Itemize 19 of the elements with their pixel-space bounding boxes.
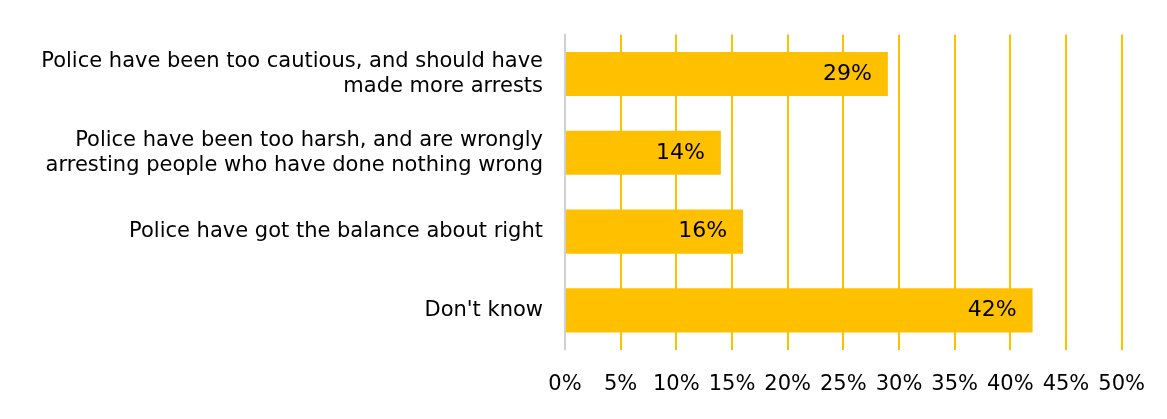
x-tick-label: 45% [1042, 370, 1090, 395]
data-label: 29% [822, 59, 872, 85]
x-tick-label: 10% [652, 370, 700, 395]
x-tick-label: 25% [819, 370, 867, 395]
y-tick-label: Police have been too harsh, and are wrongly arresting people who have done nothing wrong [45, 126, 543, 176]
y-tick-label: Police have been too cautious, and should have made more arrests [41, 47, 543, 98]
y-tick-label: Police have got the balance about right [129, 218, 543, 243]
data-label: 16% [678, 217, 728, 243]
x-tick-label: 50% [1098, 370, 1146, 395]
x-tick-label: 20% [764, 370, 812, 395]
x-tick-label: 15% [708, 370, 756, 395]
x-tick-label: 35% [931, 370, 979, 395]
y-tick-label: Don't know [424, 296, 543, 321]
x-tick-label: 0% [548, 370, 582, 395]
x-tick-label: 40% [986, 370, 1034, 395]
x-tick-label: 5% [604, 370, 638, 395]
data-label: 42% [967, 296, 1017, 322]
x-tick-label: 30% [875, 370, 923, 395]
data-label: 14% [655, 138, 705, 164]
